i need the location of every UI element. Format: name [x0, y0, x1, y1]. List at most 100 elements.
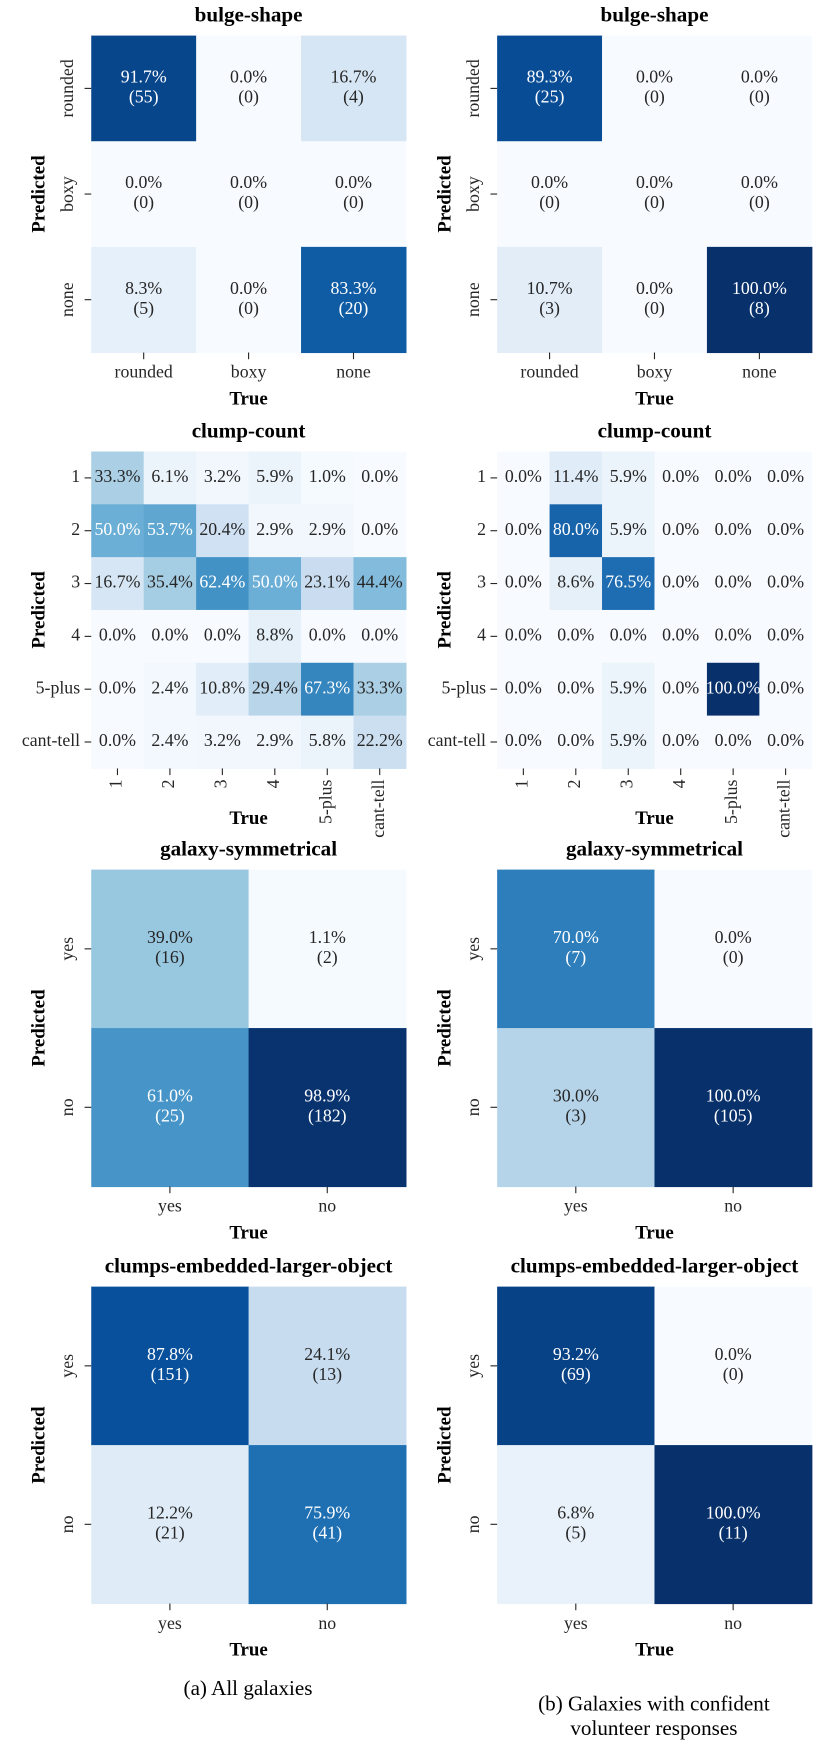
y-tick-label: 2 [477, 519, 486, 539]
chart-title: galaxy-symmetrical [566, 837, 743, 861]
heatmap-cell [301, 141, 407, 248]
cell-count: (4) [343, 86, 364, 107]
cell-label: 8.6% [557, 572, 594, 592]
cell-label: 10.8% [199, 677, 245, 697]
cell-label: 11.4% [553, 466, 598, 486]
cell-label: 62.4% [199, 572, 245, 592]
heatmap-cell [497, 869, 656, 1029]
cell-label: 0.0% [531, 172, 568, 192]
heatmap-cell [353, 715, 407, 769]
chart-title: clump-count [598, 418, 712, 442]
heatmap-cell [602, 35, 708, 142]
heatmap-cell [497, 1028, 656, 1188]
cell-label: 0.0% [610, 624, 647, 644]
heatmap-cell [654, 504, 708, 558]
y-axis-label: Predicted [28, 571, 49, 649]
y-tick-label: no [463, 1515, 483, 1533]
heatmap-cell [301, 662, 355, 717]
cell-count: (20) [339, 298, 369, 319]
cell-label: 0.0% [505, 730, 542, 750]
cell-count: (0) [749, 86, 770, 107]
cell-label: 0.0% [505, 572, 542, 592]
x-axis-label: True [635, 389, 673, 410]
heatmap-cell [248, 609, 302, 664]
heatmap-cell [706, 557, 760, 611]
cell-count: (0) [723, 1364, 744, 1385]
cell-label: 87.8% [147, 1344, 193, 1364]
y-axis-label: Predicted [28, 155, 49, 233]
x-tick-label: 2 [564, 780, 584, 789]
heatmap-cell [196, 35, 302, 142]
heatmap-cell [301, 451, 355, 505]
heatmap-cell [602, 609, 656, 664]
cell-label: 6.1% [151, 466, 188, 486]
cell-label: 0.0% [361, 466, 398, 486]
heatmap-cell [497, 504, 551, 558]
cell-label: 44.4% [357, 572, 403, 592]
cell-label: 0.0% [662, 572, 699, 592]
x-axis-label: True [635, 1640, 673, 1661]
cell-label: 0.0% [99, 730, 136, 750]
heatmap-cell [248, 662, 302, 717]
cell-label: 0.0% [230, 172, 267, 192]
cell-label: 0.0% [662, 466, 699, 486]
cell-label: 0.0% [99, 677, 136, 697]
y-tick-label: 4 [71, 624, 80, 644]
cell-label: 5.9% [256, 466, 293, 486]
heatmap-cell [549, 662, 603, 717]
heatmap-cell [497, 609, 551, 664]
heatmap-cell [301, 609, 355, 664]
cell-label: 0.0% [557, 624, 594, 644]
heatmap-cell [549, 609, 603, 664]
cell-label: 76.5% [605, 572, 651, 592]
y-tick-label: 1 [477, 466, 486, 486]
cell-label: 0.0% [767, 466, 804, 486]
cell-label: 2.9% [256, 519, 293, 539]
heatmap-cell [353, 451, 407, 505]
heatmap-cell [706, 504, 760, 558]
heatmap-cell [759, 451, 813, 505]
heatmap-cell [248, 1286, 407, 1446]
heatmap-cell [91, 1445, 250, 1605]
chart-title: bulge-shape [601, 3, 709, 27]
cell-count: (21) [155, 1522, 185, 1543]
cell-count: (0) [644, 192, 665, 213]
x-tick-label: no [318, 1613, 336, 1633]
cell-label: 5.9% [610, 466, 647, 486]
cell-label: 100.0% [706, 1502, 761, 1522]
heatmap-cell [497, 246, 603, 354]
heatmap-cell [301, 715, 355, 769]
y-tick-label: 2 [71, 519, 80, 539]
heatmap-cell [143, 609, 197, 664]
y-tick-label: 3 [477, 572, 486, 592]
cell-count: (5) [565, 1522, 586, 1543]
cell-count: (41) [312, 1522, 342, 1543]
heatmap-cell [706, 35, 813, 142]
y-tick-label: no [57, 1515, 77, 1533]
heatmap-cell [91, 141, 197, 248]
cell-count: (0) [238, 192, 259, 213]
y-tick-label: no [463, 1098, 483, 1116]
cell-label: 0.0% [557, 677, 594, 697]
heatmap-cell [549, 504, 603, 558]
heatmap-cell [248, 1028, 407, 1188]
heatmap-cell [91, 609, 145, 664]
heatmap-cell [301, 35, 407, 142]
heatmap-cell [91, 35, 197, 142]
heatmap-cell [759, 715, 813, 769]
heatmap-cell [602, 504, 656, 558]
heatmap-cell [301, 504, 355, 558]
heatmap-cell [654, 609, 708, 664]
cell-label: 50.0% [252, 572, 298, 592]
heatmap-cell [706, 662, 760, 717]
cell-count: (0) [133, 192, 154, 213]
cell-label: 98.9% [304, 1085, 350, 1105]
heatmap-cell [248, 504, 302, 558]
cell-count: (0) [238, 86, 259, 107]
x-tick-label: 4 [669, 779, 689, 788]
cell-count: (0) [644, 86, 665, 107]
heatmap-cell [706, 715, 760, 769]
cell-label: 0.0% [715, 624, 752, 644]
cell-label: 5.9% [610, 730, 647, 750]
x-tick-label: yes [158, 1613, 182, 1633]
